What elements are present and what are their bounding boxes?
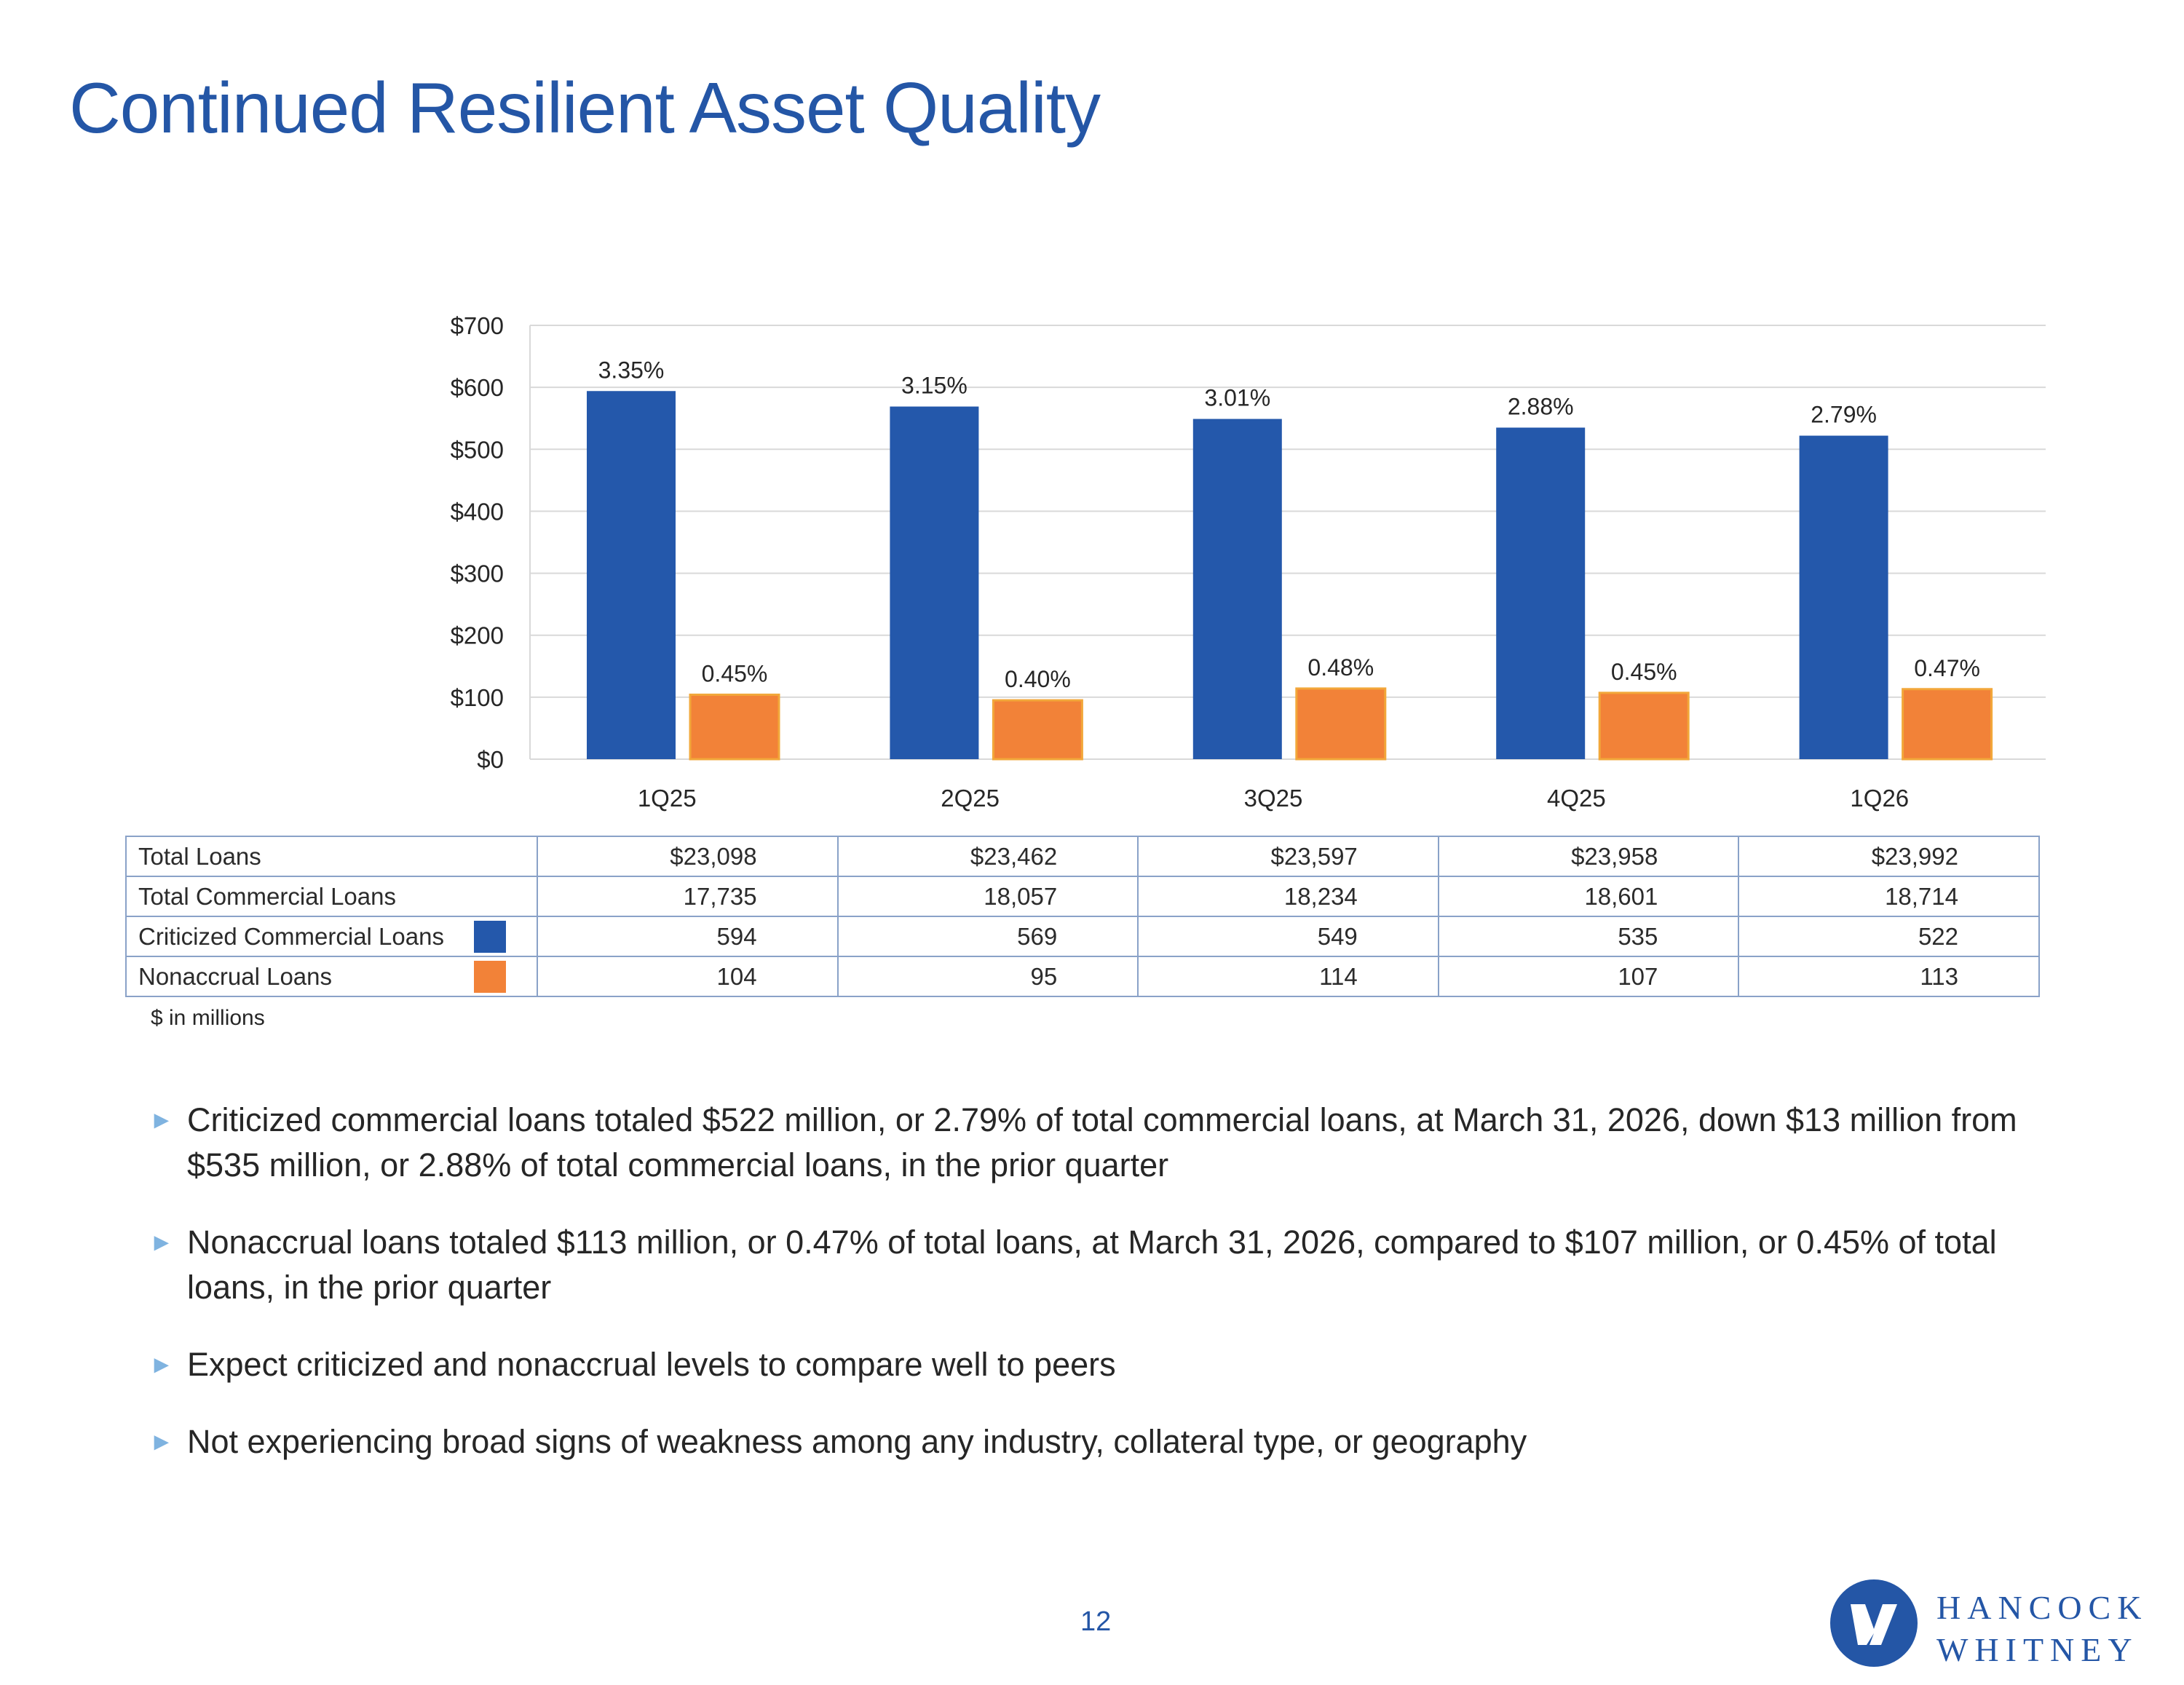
legend-swatch [474, 921, 506, 953]
table-cell: $23,992 [1738, 836, 2040, 877]
logo-line-1: HANCOCK [1936, 1589, 2148, 1626]
bar-nonaccrual [689, 693, 780, 761]
data-label: 0.40% [1005, 666, 1071, 692]
bar-nonaccrual [1295, 687, 1387, 761]
row-label: Total Commercial Loans [125, 876, 538, 917]
table-row: Nonaccrual Loans 104 95 114 107 113 [125, 956, 2040, 997]
x-tick-label: 1Q25 [638, 785, 697, 812]
bullet-item: ► Not experiencing broad signs of weaknes… [149, 1419, 2071, 1464]
bullet-item: ► Criticized commercial loans totaled $52… [149, 1098, 2071, 1188]
bar-nonaccrual [1598, 691, 1690, 761]
table-cell: 18,057 [836, 876, 1139, 917]
bullet-item: ► Nonaccrual loans totaled $113 million, … [149, 1220, 2071, 1310]
row-label-text: Total Commercial Loans [138, 882, 396, 910]
table-row: Criticized Commercial Loans 594 569 549 535 5… [125, 916, 2040, 957]
bullet-text: Nonaccrual loans totaled $113 million, o… [187, 1224, 1997, 1306]
table-row: Total Commercial Loans 17,735 18,057 18,234… [125, 876, 2040, 917]
x-tick-label: 2Q25 [941, 785, 1000, 812]
bullet-marker-icon: ► [149, 1428, 174, 1456]
y-tick-label: $200 [451, 622, 504, 649]
y-tick-label: $600 [451, 374, 504, 401]
y-tick-label: $500 [451, 436, 504, 463]
table-cell: $23,462 [836, 836, 1139, 877]
data-label: 3.01% [1204, 385, 1270, 411]
data-label: 3.15% [901, 373, 968, 399]
table-cell: 18,234 [1137, 876, 1439, 917]
bullet-text: Expect criticized and nonaccrual levels … [187, 1346, 1116, 1383]
y-tick-label: $300 [451, 560, 504, 587]
table-cell: 18,601 [1437, 876, 1740, 917]
bar-criticized [890, 406, 979, 759]
row-label: Criticized Commercial Loans [125, 916, 538, 957]
row-label: Nonaccrual Loans [125, 956, 538, 997]
table-cell: 535 [1437, 916, 1740, 957]
bullet-marker-icon: ► [149, 1106, 174, 1134]
row-label-text: Criticized Commercial Loans [138, 922, 444, 950]
y-tick-label: $700 [451, 312, 504, 339]
row-label-text: Nonaccrual Loans [138, 962, 332, 990]
y-tick-label: $100 [451, 684, 504, 711]
table-cell: $23,597 [1137, 836, 1439, 877]
page-title: Continued Resilient Asset Quality [69, 68, 1101, 148]
x-tick-label: 1Q26 [1850, 785, 1909, 812]
y-tick-label: $0 [477, 746, 504, 773]
loan-quality-bar-chart: $0 $100 $200 $300 $400 $500 $600 $700 3.35% 0.45%… [451, 312, 2046, 812]
legend-swatch [474, 961, 506, 993]
table-cell: 549 [1137, 916, 1439, 957]
data-label: 0.45% [702, 660, 768, 686]
bullet-item: ► Expect criticized and nonaccrual levels… [149, 1342, 2071, 1387]
data-label: 3.35% [598, 357, 665, 383]
table-cell: $23,958 [1437, 836, 1740, 877]
loan-data-table: Total Loans $23,098 $23,462 $23,597 $23,958 $… [125, 836, 2040, 997]
data-label: 0.47% [1914, 655, 1980, 681]
row-label-text: Total Loans [138, 842, 261, 870]
table-cell: 569 [836, 916, 1139, 957]
bullet-text: Criticized commercial loans totaled $522… [187, 1101, 2017, 1184]
page-number: 12 [1080, 1606, 1112, 1637]
table-cell: 114 [1137, 956, 1439, 997]
table-cell: 17,735 [537, 876, 839, 917]
table-cell: $23,098 [537, 836, 839, 877]
bar-nonaccrual [1902, 688, 1993, 761]
table-cell: 104 [537, 956, 839, 997]
bullet-marker-icon: ► [149, 1229, 174, 1256]
table-cell: 107 [1437, 956, 1740, 997]
logo-line-2: WHITNEY [1936, 1631, 2139, 1668]
data-label: 0.45% [1611, 659, 1677, 685]
table-cell: 594 [537, 916, 839, 957]
data-label: 2.79% [1811, 402, 1877, 428]
data-label: 0.48% [1307, 654, 1374, 681]
bar-criticized [1192, 419, 1282, 759]
data-label: 2.88% [1508, 393, 1574, 419]
table-cell: 113 [1738, 956, 2040, 997]
x-tick-label: 4Q25 [1547, 785, 1606, 812]
table-cell: 522 [1738, 916, 2040, 957]
row-label: Total Loans [125, 836, 538, 877]
table-row: Total Loans $23,098 $23,462 $23,597 $23,958 $… [125, 836, 2040, 877]
hancock-whitney-logo-icon [1830, 1579, 1918, 1667]
bar-nonaccrual [992, 699, 1083, 761]
y-tick-label: $400 [451, 498, 504, 525]
logo-wordmark: HANCOCK WHITNEY [1936, 1587, 2148, 1671]
table-cell: 95 [836, 956, 1139, 997]
units-note: $ in millions [151, 1006, 265, 1030]
bar-criticized [1496, 427, 1586, 759]
bullet-list: ► Criticized commercial loans totaled $52… [149, 1098, 2071, 1496]
bullet-text: Not experiencing broad signs of weakness… [187, 1423, 1527, 1460]
bar-criticized [587, 391, 676, 759]
x-tick-label: 3Q25 [1244, 785, 1303, 812]
bar-criticized [1799, 435, 1888, 759]
bullet-marker-icon: ► [149, 1351, 174, 1379]
table-cell: 18,714 [1738, 876, 2040, 917]
